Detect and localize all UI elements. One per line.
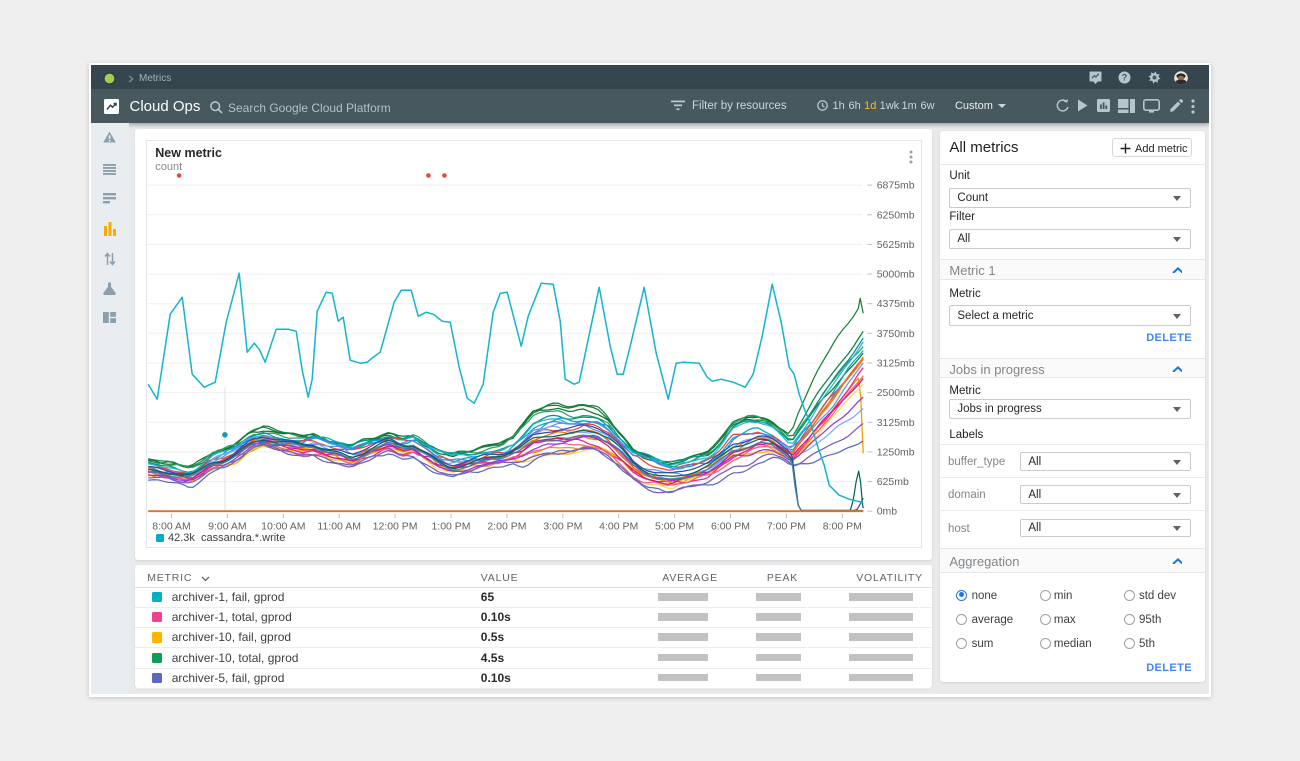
svg-text:0mb: 0mb	[876, 505, 897, 517]
svg-text:5000mb: 5000mb	[876, 268, 914, 280]
svg-text:4:00 PM: 4:00 PM	[599, 520, 638, 532]
svg-text:7:00 PM: 7:00 PM	[767, 520, 806, 532]
svg-text:12:00 PM: 12:00 PM	[372, 520, 417, 532]
svg-text:11:00 AM: 11:00 AM	[317, 520, 361, 532]
svg-text:5:00 PM: 5:00 PM	[655, 520, 694, 532]
svg-text:1250mb: 1250mb	[876, 446, 914, 458]
svg-text:6:00 PM: 6:00 PM	[711, 520, 750, 532]
svg-text:1:00 PM: 1:00 PM	[431, 520, 470, 532]
svg-text:6250mb: 6250mb	[876, 209, 914, 221]
svg-text:8:00 AM: 8:00 AM	[152, 520, 191, 532]
svg-text:10:00 AM: 10:00 AM	[261, 520, 305, 532]
svg-text:?: ?	[1122, 73, 1128, 83]
svg-text:4375mb: 4375mb	[876, 298, 914, 310]
svg-text:3750mb: 3750mb	[876, 328, 914, 340]
svg-text:8:00 PM: 8:00 PM	[823, 520, 862, 532]
svg-text:3:00 PM: 3:00 PM	[543, 520, 582, 532]
svg-text:3125mb: 3125mb	[876, 357, 914, 369]
svg-text:2:00 PM: 2:00 PM	[487, 520, 526, 532]
svg-text:3125mb: 3125mb	[876, 417, 914, 429]
svg-text:2500mb: 2500mb	[876, 387, 914, 399]
svg-text:625mb: 625mb	[876, 476, 908, 488]
svg-text:5625mb: 5625mb	[876, 239, 914, 251]
svg-text:6875mb: 6875mb	[876, 179, 914, 191]
svg-text:9:00 AM: 9:00 AM	[208, 520, 247, 532]
